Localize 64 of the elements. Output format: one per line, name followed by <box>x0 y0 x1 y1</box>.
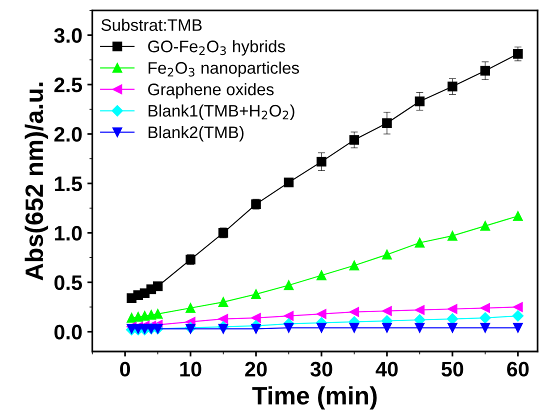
point <box>316 156 326 167</box>
y-tick-label: 0.0 <box>54 324 82 340</box>
point <box>446 313 458 324</box>
point <box>513 322 523 333</box>
point <box>512 310 524 322</box>
legend-label: Blank2(TMB) <box>148 126 244 142</box>
point <box>349 322 360 333</box>
legend-title: Substrat:TMB <box>101 18 202 31</box>
point <box>316 270 326 280</box>
point <box>480 221 490 231</box>
legend-label: Graphene oxides <box>148 83 274 99</box>
point <box>251 289 261 300</box>
point <box>480 322 490 333</box>
point <box>480 66 490 76</box>
point <box>414 322 425 333</box>
y-tick-label: 1.0 <box>54 226 82 241</box>
point <box>349 307 360 317</box>
point <box>284 322 294 333</box>
legend-label: Blank1(TMB+H$_{2}$O$_{2}$) <box>148 104 294 120</box>
point <box>382 118 392 128</box>
point <box>382 306 392 316</box>
point <box>218 324 228 334</box>
x-tick-label: 30 <box>310 362 332 377</box>
point <box>480 312 491 324</box>
point <box>513 302 523 312</box>
point <box>448 322 458 333</box>
point <box>513 211 523 221</box>
point <box>316 322 326 333</box>
y-axis-title: Abs(652 nm)/a.u. <box>24 82 48 280</box>
point <box>186 303 196 313</box>
y-tick-label: 2.0 <box>54 126 82 142</box>
legend-label: GO-Fe$_{2}$O$_{3}$ hybrids <box>148 40 286 56</box>
x-tick-label: 40 <box>376 362 398 377</box>
x-tick-label: 20 <box>245 362 267 377</box>
point <box>251 324 261 334</box>
point <box>349 135 360 145</box>
y-tick-label: 3.0 <box>54 28 82 43</box>
point <box>382 322 392 333</box>
y-tick-label: 1.5 <box>54 176 82 192</box>
y-tick-label: 0.5 <box>54 275 82 290</box>
point <box>284 280 294 290</box>
point <box>152 309 163 319</box>
x-tick-label: 60 <box>507 362 529 377</box>
y-tick-label: 2.5 <box>54 78 82 92</box>
x-tick-label: 0 <box>120 362 130 377</box>
x-tick-label: 50 <box>442 362 464 377</box>
point <box>251 313 261 323</box>
point <box>218 314 228 324</box>
legend-label: Fe$_{2}$O$_{3}$ nanoparticles <box>148 62 299 78</box>
x-tick-label: 10 <box>180 362 202 377</box>
point <box>414 305 425 315</box>
point <box>414 96 425 106</box>
point <box>284 311 294 321</box>
point <box>349 260 360 270</box>
point <box>316 309 326 319</box>
point <box>480 303 490 313</box>
point <box>414 238 425 248</box>
point <box>382 250 392 260</box>
point <box>448 230 458 241</box>
point <box>448 82 458 92</box>
point <box>448 304 458 314</box>
x-axis-title: Time (min) <box>252 386 377 410</box>
point <box>218 297 228 307</box>
point <box>513 49 523 59</box>
